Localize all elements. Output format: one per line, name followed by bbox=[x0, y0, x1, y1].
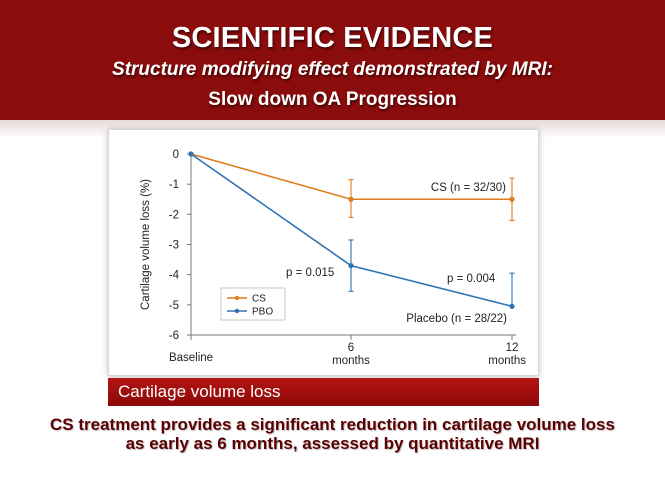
header-banner: SCIENTIFIC EVIDENCE Structure modifying … bbox=[0, 0, 665, 120]
series-label-pbo: Placebo (n = 28/22) bbox=[406, 313, 507, 325]
x-tick-label: Baseline bbox=[169, 352, 213, 364]
page-subtitle: Structure modifying effect demonstrated … bbox=[112, 59, 553, 80]
series-label-cs: CS (n = 32/30) bbox=[431, 182, 506, 194]
chart-card: 0 -1 -2 -3 -4 -5 -6 Cartilage volume loss (%) Ba… bbox=[108, 129, 539, 376]
cartilage-loss-chart: 0 -1 -2 -3 -4 -5 -6 Cartilage volume loss (%) Ba… bbox=[140, 149, 526, 367]
y-tick-label: -5 bbox=[169, 300, 179, 312]
y-tick-label: 0 bbox=[173, 149, 179, 161]
legend-box bbox=[220, 287, 286, 321]
page-title: SCIENTIFIC EVIDENCE bbox=[171, 22, 494, 54]
x-tick-label: 12 bbox=[506, 342, 519, 354]
legend-label-cs: CS bbox=[252, 294, 266, 305]
y-tick-label: -1 bbox=[169, 179, 179, 191]
data-point-pbo bbox=[509, 303, 515, 309]
y-tick-label: -3 bbox=[169, 240, 179, 252]
y-tick-label: -2 bbox=[169, 209, 179, 221]
data-point-cs bbox=[509, 196, 515, 202]
p-value-12-months: p = 0.004 bbox=[447, 273, 496, 285]
data-point-pbo bbox=[348, 263, 354, 269]
y-axis-title: Cartilage volume loss (%) bbox=[140, 179, 152, 310]
data-point-pbo bbox=[188, 151, 194, 157]
y-tick-label: -6 bbox=[169, 330, 179, 342]
data-point-cs bbox=[348, 196, 354, 202]
legend-marker-cs bbox=[234, 295, 240, 301]
x-tick-label-unit: months bbox=[488, 355, 526, 367]
y-tick-label: -4 bbox=[169, 270, 180, 282]
page-subtitle-secondary: Slow down OA Progression bbox=[208, 89, 457, 110]
chart-caption: Cartilage volume loss bbox=[108, 378, 539, 406]
x-tick-label-unit: months bbox=[332, 355, 370, 367]
p-value-6-months: p = 0.015 bbox=[286, 267, 334, 279]
conclusion-text: CS treatment provides a significant redu… bbox=[50, 415, 615, 453]
legend-label-pbo: PBO bbox=[252, 307, 273, 318]
x-tick-label: 6 bbox=[348, 342, 354, 354]
legend-marker-pbo bbox=[234, 308, 240, 314]
